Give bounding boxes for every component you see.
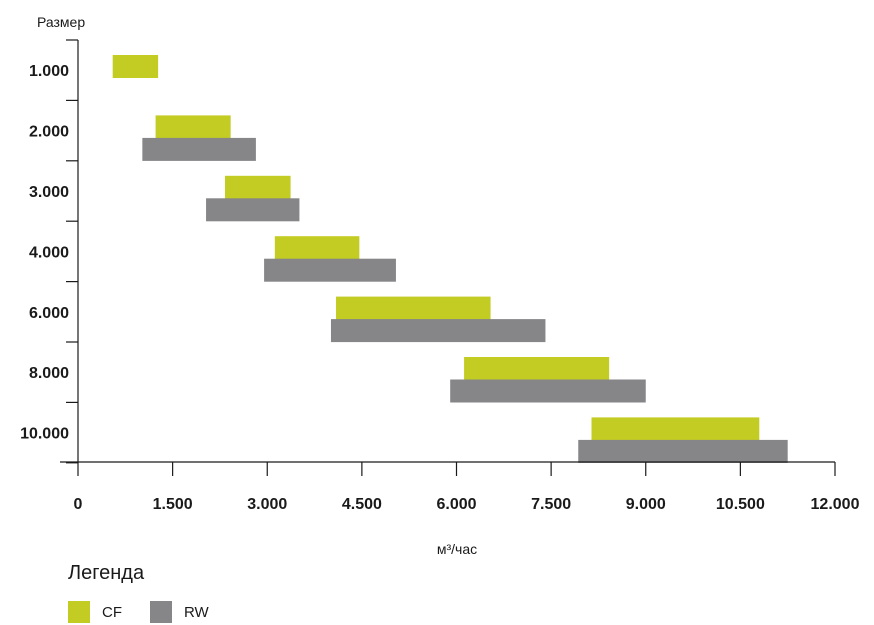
y-tick-label: 3.000	[29, 184, 69, 201]
bar-rw-3	[206, 198, 300, 222]
bar-rw-6	[450, 379, 646, 403]
y-tick-label: 2.000	[29, 124, 69, 141]
x-tick-label: 7.500	[531, 496, 571, 513]
bar-cf-7	[591, 417, 760, 441]
legend-title: Легенда	[68, 562, 145, 584]
bar-rw-5	[330, 319, 546, 343]
legend-item-rw: RW	[150, 601, 209, 623]
y-tick-label: 10.000	[20, 426, 69, 443]
bar-cf-6	[464, 357, 610, 380]
x-axis-title: м³/час	[437, 541, 477, 557]
legend-label-cf: CF	[102, 603, 122, 621]
x-tick-label: 3.000	[247, 496, 287, 513]
bars	[112, 55, 788, 463]
x-tick-label: 9.000	[626, 496, 666, 513]
y-tick-label: 4.000	[29, 244, 69, 261]
bar-rw-7	[578, 439, 788, 463]
bar-cf-1	[112, 55, 159, 78]
y-tick-label: 8.000	[29, 365, 69, 382]
legend-label-rw: RW	[184, 603, 209, 621]
x-tick-label: 6.000	[436, 496, 476, 513]
bar-rw-2	[142, 137, 256, 161]
x-tick-label: 12.000	[811, 496, 860, 513]
bar-cf-4	[274, 236, 360, 260]
legend-swatch-cf	[68, 601, 90, 623]
legend-items: CF RW	[68, 601, 237, 623]
y-tick-label: 6.000	[29, 305, 69, 322]
legend: Легенда CF RW	[68, 562, 237, 623]
bar-cf-5	[336, 296, 491, 320]
bar-cf-2	[155, 115, 231, 139]
y-tick-label: 1.000	[29, 63, 69, 80]
x-axis: 0 1.500 3.000 4.500 6.000 7.500 9.000 10.500 12.…	[60, 461, 860, 513]
x-tick-label: 4.500	[342, 496, 382, 513]
y-axis-title: Размер	[37, 14, 85, 30]
legend-swatch-rw	[150, 601, 172, 623]
x-tick-label: 0	[74, 496, 83, 513]
bar-rw-4	[264, 258, 396, 282]
x-tick-label: 1.500	[153, 496, 193, 513]
legend-item-cf: CF	[68, 601, 122, 623]
bar-cf-3	[224, 175, 291, 199]
x-tick-label: 10.500	[716, 496, 765, 513]
y-axis: 1.000 2.000 3.000 4.000 6.000 8.000 10.000	[20, 39, 79, 464]
